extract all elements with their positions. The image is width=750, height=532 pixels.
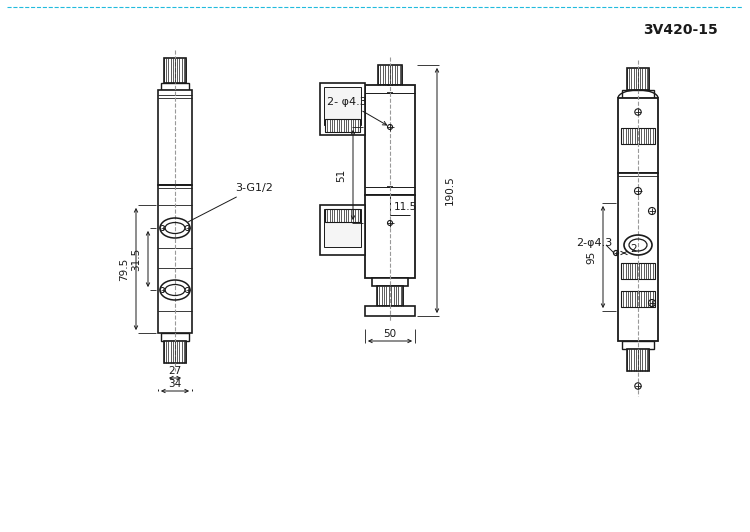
Text: 27: 27 xyxy=(168,366,182,376)
Bar xyxy=(621,128,655,144)
Bar xyxy=(365,306,415,316)
Bar xyxy=(377,286,403,306)
Bar xyxy=(372,278,408,286)
Text: 3V420-15: 3V420-15 xyxy=(643,23,717,37)
Text: 11.5: 11.5 xyxy=(394,202,417,212)
Bar xyxy=(161,333,189,341)
Text: 50: 50 xyxy=(383,329,397,339)
Bar xyxy=(621,291,655,307)
Bar xyxy=(158,90,192,185)
Bar xyxy=(621,263,655,279)
Text: 2- φ4.3: 2- φ4.3 xyxy=(327,97,387,125)
Bar xyxy=(164,58,186,83)
Bar xyxy=(161,83,189,90)
Bar xyxy=(158,185,192,333)
Bar xyxy=(325,209,360,222)
Bar xyxy=(365,85,415,195)
Bar xyxy=(618,173,658,341)
Bar xyxy=(378,65,402,85)
Text: 2: 2 xyxy=(630,244,637,254)
Text: 51: 51 xyxy=(336,168,346,181)
Bar xyxy=(365,195,415,278)
Text: 34: 34 xyxy=(168,379,182,389)
Text: 31.5: 31.5 xyxy=(131,247,141,271)
Bar xyxy=(164,341,186,363)
Bar xyxy=(320,83,365,135)
Bar xyxy=(320,205,365,255)
Bar xyxy=(627,68,649,90)
Bar xyxy=(324,209,361,247)
Bar xyxy=(622,341,654,349)
Text: 3-G1/2: 3-G1/2 xyxy=(188,183,273,222)
Text: 2-φ4.3: 2-φ4.3 xyxy=(576,238,612,248)
Bar xyxy=(627,349,649,371)
Bar xyxy=(324,87,361,125)
Bar xyxy=(325,119,360,132)
Text: 95: 95 xyxy=(586,251,596,264)
Bar xyxy=(618,98,658,173)
Bar xyxy=(622,90,654,98)
Text: 79.5: 79.5 xyxy=(119,257,129,280)
Text: 190.5: 190.5 xyxy=(445,176,455,205)
